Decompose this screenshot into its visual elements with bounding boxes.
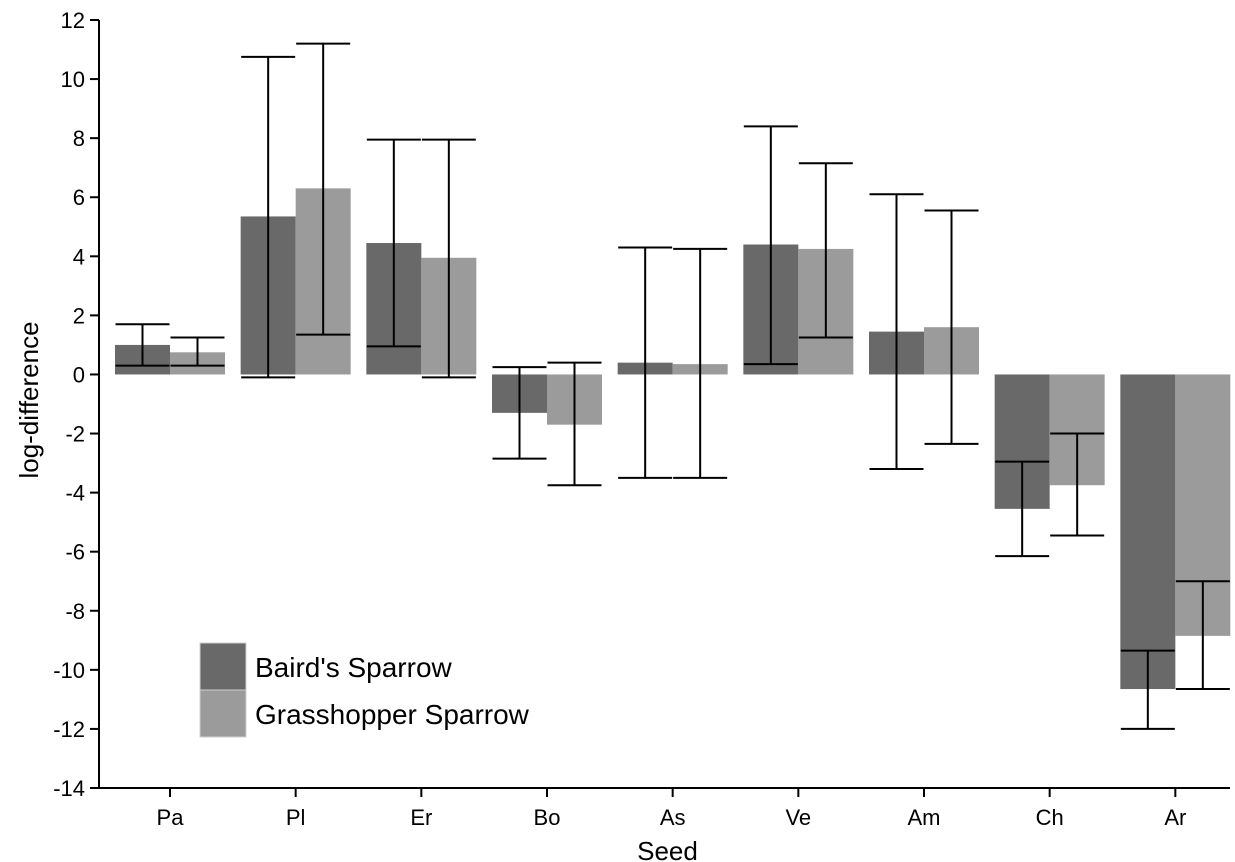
- x-tick-label: Bo: [534, 805, 561, 830]
- legend-label-bairds-sparrow: Baird's Sparrow: [255, 652, 453, 683]
- axes: [98, 20, 1230, 789]
- x-tick-label: Ch: [1036, 805, 1064, 830]
- y-tick-label: -10: [53, 658, 85, 683]
- y-tick-label: 0: [73, 362, 85, 387]
- x-tick-label: Ar: [1164, 805, 1186, 830]
- y-tick-label: 8: [73, 126, 85, 151]
- y-tick-label: -14: [53, 776, 85, 801]
- y-tick-label: -2: [65, 422, 85, 447]
- error-bars: [115, 42, 1230, 730]
- y-tick-label: 10: [61, 67, 85, 92]
- y-tick-label: 4: [73, 244, 85, 269]
- x-tick-label: Er: [410, 805, 432, 830]
- y-tick-label: 6: [73, 185, 85, 210]
- x-ticks: Pa Pl Er Bo As Ve Am Ch Ar: [157, 788, 1186, 830]
- y-tick-label: -6: [65, 540, 85, 565]
- y-tick-label: -12: [53, 717, 85, 742]
- x-tick-label: As: [660, 805, 686, 830]
- bars: [115, 188, 1231, 690]
- bar: [1120, 374, 1176, 690]
- y-tick-label: 12: [61, 8, 85, 33]
- x-tick-label: Am: [908, 805, 941, 830]
- legend-label-grasshopper-sparrow: Grasshopper Sparrow: [255, 699, 530, 730]
- legend-swatch-grasshopper-sparrow: [199, 689, 247, 738]
- x-axis-title: Seed: [637, 836, 698, 862]
- y-ticks: -14 -12 -10 -8 -6 -4 -2 0 2 4 6 8 10 12: [53, 8, 99, 801]
- x-tick-label: Pa: [157, 805, 185, 830]
- y-tick-label: -4: [65, 481, 85, 506]
- x-tick-label: Ve: [785, 805, 811, 830]
- y-axis-title: log-difference: [14, 321, 44, 478]
- x-tick-label: Pl: [286, 805, 306, 830]
- legend: Baird's Sparrow Grasshopper Sparrow: [199, 642, 530, 738]
- y-tick-label: 2: [73, 303, 85, 328]
- y-tick-label: -8: [65, 599, 85, 624]
- legend-swatch-bairds-sparrow: [199, 642, 247, 691]
